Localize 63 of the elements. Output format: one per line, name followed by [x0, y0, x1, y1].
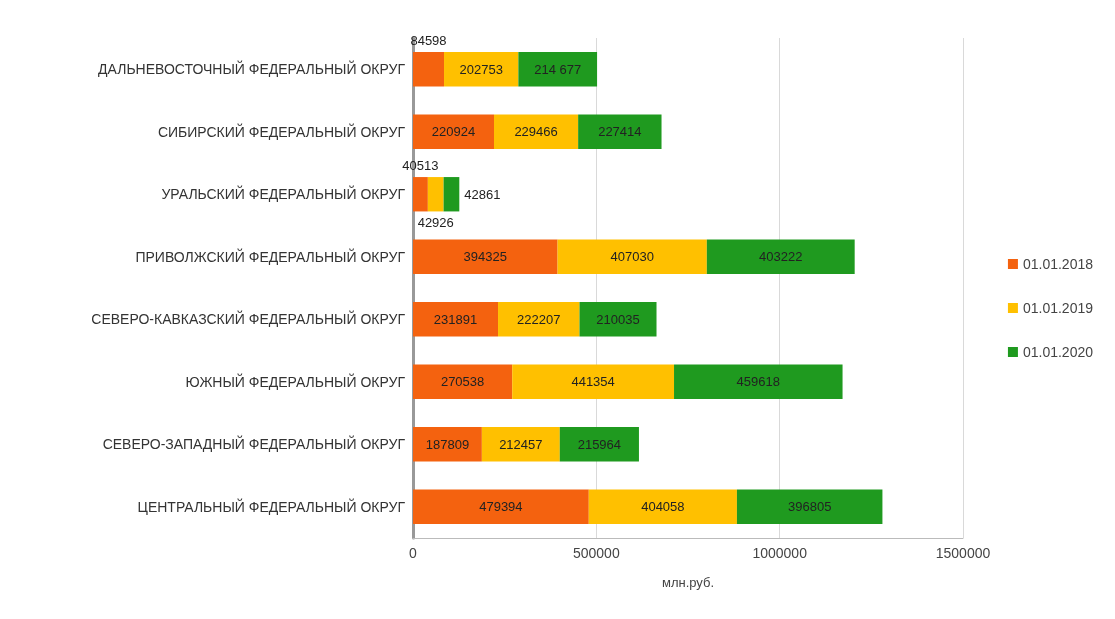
- bar: [559, 427, 639, 462]
- bar: [413, 114, 495, 149]
- data-label: 215964: [577, 436, 622, 452]
- data-label: 202753: [459, 61, 503, 77]
- data-label: 42861: [464, 186, 501, 202]
- bar: [498, 302, 580, 337]
- legend-label: 01.01.2019: [1022, 300, 1094, 316]
- data-label: 229466: [514, 124, 558, 140]
- legend-label: 01.01.2018: [1022, 256, 1094, 272]
- bar: [413, 52, 445, 87]
- data-label: 84598: [410, 33, 447, 49]
- data-label: 459618: [736, 374, 780, 390]
- data-label: 231891: [433, 311, 478, 327]
- bar: [481, 427, 560, 462]
- bar: [494, 114, 579, 149]
- x-axis-title: млн.руб.: [661, 575, 715, 590]
- x-tick-label: 500000: [572, 545, 620, 561]
- y-tick-label: ДАЛЬНЕВОСТОЧНЫЙ ФЕДЕРАЛЬНЫЙ ОКРУГ: [98, 60, 406, 78]
- bar: [512, 364, 675, 399]
- bar: [413, 364, 513, 399]
- data-label: 187809: [425, 436, 470, 452]
- data-label: 441354: [571, 374, 615, 390]
- data-label: 407030: [610, 249, 654, 265]
- x-tick-label: 0: [409, 545, 418, 561]
- bar: [427, 177, 444, 212]
- data-label: 270538: [440, 374, 485, 390]
- x-tick-label: 1000000: [752, 545, 808, 561]
- y-tick-label: ЦЕНТРАЛЬНЫЙ ФЕДЕРАЛЬНЫЙ ОКРУГ: [137, 497, 406, 515]
- bar: [579, 302, 657, 337]
- data-label: 227414: [598, 124, 642, 140]
- data-label: 222207: [517, 311, 561, 327]
- x-tick-label: 1500000: [935, 545, 991, 561]
- data-label: 479394: [479, 499, 523, 515]
- y-tick-label: СИБИРСКИЙ ФЕДЕРАЛЬНЫЙ ОКРУГ: [157, 122, 406, 140]
- bar: [413, 239, 558, 274]
- data-label: 404058: [641, 499, 685, 515]
- data-label: 42926: [417, 215, 454, 231]
- bar: [674, 364, 843, 399]
- bar: [413, 489, 589, 524]
- y-tick-label: УРАЛЬСКИЙ ФЕДЕРАЛЬНЫЙ ОКРУГ: [161, 185, 406, 203]
- data-label: 210035: [596, 311, 640, 327]
- legend-label: 01.01.2020: [1022, 344, 1094, 360]
- y-tick-label: ПРИВОЛЖСКИЙ ФЕДЕРАЛЬНЫЙ ОКРУГ: [135, 247, 406, 265]
- y-tick-label: СЕВЕРО-КАВКАЗСКИЙ ФЕДЕРАЛЬНЫЙ ОКРУГ: [91, 310, 406, 328]
- bar: [588, 489, 737, 524]
- bar: [706, 239, 855, 274]
- data-label: 40513: [402, 158, 439, 174]
- data-label: 214 677: [534, 61, 582, 77]
- bar: [736, 489, 883, 524]
- bar: [443, 177, 460, 212]
- bar: [413, 302, 499, 337]
- bar: [444, 52, 519, 87]
- bar: [578, 114, 662, 149]
- y-tick-label: ЮЖНЫЙ ФЕДЕРАЛЬНЫЙ ОКРУГ: [185, 372, 406, 390]
- bar: [557, 239, 707, 274]
- data-label: 394325: [463, 249, 507, 265]
- data-label: 220924: [431, 124, 476, 140]
- data-label: 403222: [759, 249, 803, 265]
- bar: [518, 52, 598, 87]
- data-label: 396805: [787, 499, 832, 515]
- data-label: 212457: [499, 436, 543, 452]
- y-tick-label: СЕВЕРО-ЗАПАДНЫЙ ФЕДЕРАЛЬНЫЙ ОКРУГ: [102, 435, 406, 453]
- bar: [413, 177, 428, 212]
